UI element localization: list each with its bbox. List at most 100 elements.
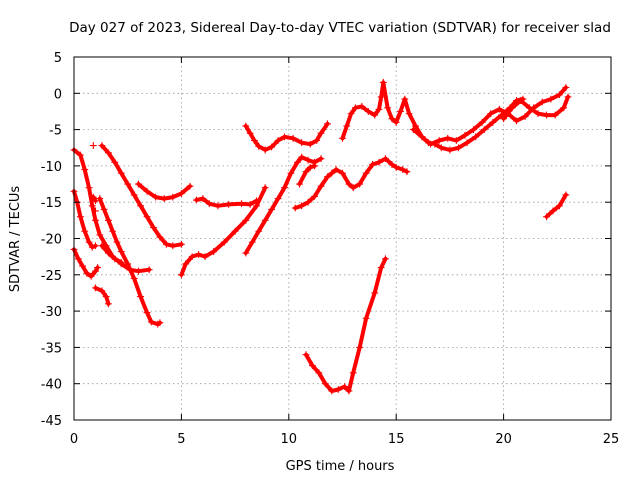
data-point [328,387,336,395]
data-point [345,387,353,395]
data-point [437,144,445,152]
series-line [544,192,568,219]
series-arc-17 [291,155,411,212]
data-point [495,105,503,113]
data-point [435,137,443,144]
data-point [332,166,340,173]
data-point [560,104,568,112]
series-arc-07 [92,284,112,308]
data-point [508,104,516,112]
data-point [83,269,91,277]
data-point [268,206,276,213]
data-point [261,216,269,224]
data-point [274,195,282,202]
data-point [455,144,462,152]
data-point [248,238,256,246]
series-arc-13 [193,195,260,210]
data-point [87,272,95,280]
data-point [339,134,346,142]
data-point [147,318,155,326]
data-point [96,195,104,202]
series-arc-11 [135,180,194,202]
data-point [304,198,312,206]
y-tick-label: -25 [41,269,62,284]
data-point [500,115,507,123]
data-point [98,142,106,149]
data-point [371,111,379,119]
data-point [143,213,151,221]
data-point [461,132,469,139]
data-point [534,110,542,118]
data-point [356,180,364,188]
data-point [478,118,486,126]
data-point [302,168,310,176]
y-tick-label: -20 [41,233,62,248]
data-point [81,227,89,235]
data-point [293,158,301,166]
data-point [88,243,96,251]
data-point [137,293,144,300]
data-point [517,97,525,104]
data-point [377,264,385,271]
y-tick-label: -5 [49,124,62,139]
y-tick-label: 5 [54,51,62,66]
data-point [100,206,108,213]
data-point [382,255,389,263]
y-tick-label: -35 [41,341,62,356]
data-point [178,190,185,197]
data-point [85,184,93,192]
data-point [480,126,488,133]
data-point [77,151,84,159]
data-point [313,137,321,144]
series-arc-20 [409,84,570,148]
data-point [311,162,318,170]
series-line [340,80,525,152]
data-point [489,118,497,126]
data-point [117,248,125,255]
data-point [98,287,106,295]
data-point [564,93,572,101]
series-arc-05 [89,193,99,205]
data-point [92,267,99,275]
data-point [444,134,452,142]
series-line [293,156,409,210]
data-point [145,266,153,274]
data-point [281,184,288,192]
x-tick-label: 25 [603,432,620,447]
data-point [92,207,99,215]
series-arc-15 [242,153,325,257]
grid [74,57,611,420]
series-line [297,163,317,186]
data-point [317,129,325,137]
data-point [375,158,383,166]
data-point [117,169,125,177]
data-point [339,169,346,177]
data-point [562,191,570,199]
data-point [371,289,379,297]
data-point [178,240,185,248]
data-point [152,193,160,201]
data-point [225,200,233,208]
data-point [137,202,144,210]
data-point [210,248,218,255]
data-point [306,163,314,171]
data-point [89,193,97,201]
data-point [274,137,282,144]
data-point [135,180,142,188]
data-point [109,227,117,235]
data-point [341,383,349,391]
data-point [255,142,263,150]
data-point [104,249,112,257]
data-point [182,260,190,268]
data-point [96,231,104,239]
data-point [324,120,331,128]
data-point [193,196,200,204]
data-point [538,98,546,106]
data-point [328,169,336,177]
x-axis-label: GPS time / hours [286,459,395,474]
data-point [92,284,99,292]
data-point [556,91,563,99]
data-point [169,193,177,201]
data-point [392,118,400,126]
